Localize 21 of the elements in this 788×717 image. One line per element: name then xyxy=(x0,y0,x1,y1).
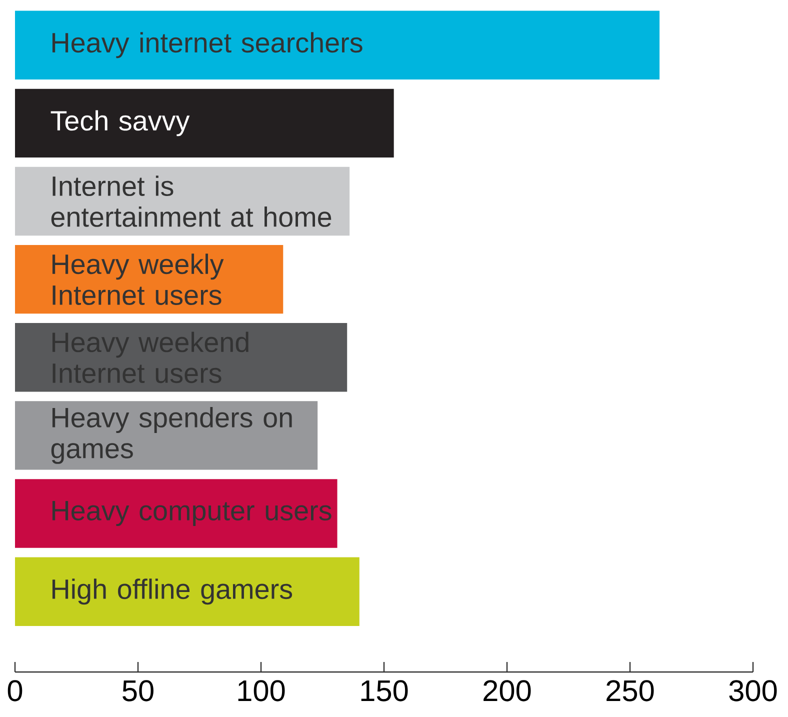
x-tick-label: 50 xyxy=(122,680,154,702)
y-tick-label: Heavy computer users xyxy=(52,501,332,526)
y-tick-label: Heavy spenders on games xyxy=(51,407,292,464)
bar xyxy=(15,323,348,392)
x-tick-label: 300 xyxy=(729,680,777,702)
bar xyxy=(15,88,394,158)
y-tick-label: High offline gamers xyxy=(52,578,292,605)
y-tick-label: Heavy weekly Internet users xyxy=(52,254,224,306)
bar xyxy=(15,401,318,470)
x-tick-label: 100 xyxy=(238,680,285,702)
bar xyxy=(15,166,350,236)
y-tick-label: Tech savvy xyxy=(50,110,190,136)
y-tick-label: Heavy internet searchers xyxy=(52,32,362,58)
bar xyxy=(15,10,660,80)
x-tick-label: 0 xyxy=(8,680,22,702)
y-tick-label: Internet is entertainment at home xyxy=(51,176,332,227)
x-tick-label: 250 xyxy=(606,680,654,702)
x-tick-label: 200 xyxy=(484,680,531,702)
bar xyxy=(15,479,338,548)
bar xyxy=(15,557,360,626)
x-tick-label: 150 xyxy=(361,680,408,702)
